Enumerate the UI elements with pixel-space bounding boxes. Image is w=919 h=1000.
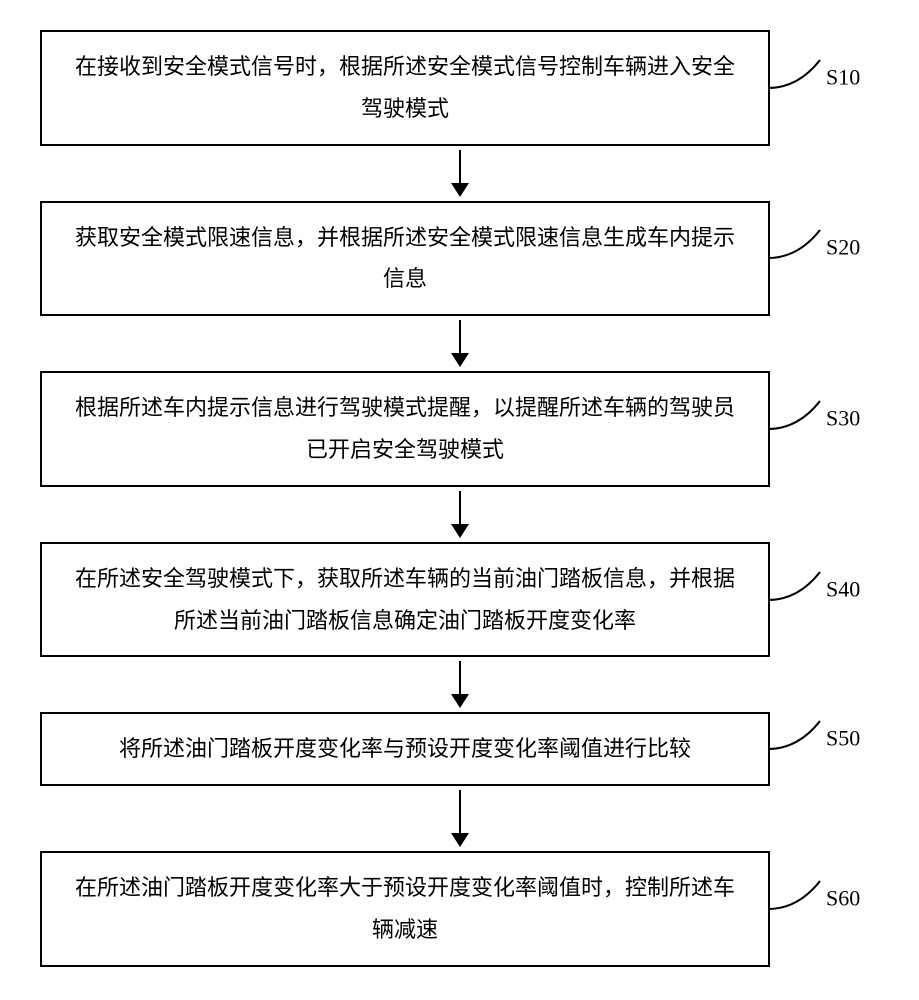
flow-step-box: 将所述油门踏板开度变化率与预设开度变化率阈值进行比较 <box>40 712 770 786</box>
arrow-head-icon <box>451 353 469 367</box>
step-label: S60 <box>826 886 860 912</box>
flow-step-row: 在所述油门踏板开度变化率大于预设开度变化率阈值时，控制所述车辆减速 S60 <box>40 851 879 967</box>
arrow-line <box>459 790 461 834</box>
flow-step-box: 获取安全模式限速信息，并根据所述安全模式限速信息生成车内提示信息 <box>40 201 770 317</box>
flowchart-container: 在接收到安全模式信号时，根据所述安全模式信号控制车辆进入安全驾驶模式 S10 获取安… <box>40 30 879 967</box>
arrow-line <box>459 150 461 184</box>
step-label: S10 <box>826 64 860 90</box>
flow-step-box: 在所述安全驾驶模式下，获取所述车辆的当前油门踏板信息，并根据所述当前油门踏板信息… <box>40 542 770 658</box>
flow-arrow <box>451 491 469 538</box>
flow-step-row: 在接收到安全模式信号时，根据所述安全模式信号控制车辆进入安全驾驶模式 S10 <box>40 30 879 146</box>
flow-step-box: 在所述油门踏板开度变化率大于预设开度变化率阈值时，控制所述车辆减速 <box>40 851 770 967</box>
flow-arrow <box>451 150 469 197</box>
flow-arrow <box>451 320 469 367</box>
arrow-line <box>459 491 461 525</box>
arrow-line <box>459 320 461 354</box>
flow-step-row: 根据所述车内提示信息进行驾驶模式提醒，以提醒所述车辆的驾驶员已开启安全驾驶模式 S… <box>40 371 879 487</box>
step-label: S40 <box>826 576 860 602</box>
connector-arc <box>768 566 828 600</box>
arrow-head-icon <box>451 183 469 197</box>
arrow-head-icon <box>451 524 469 538</box>
step-label: S30 <box>826 406 860 432</box>
arrow-line <box>459 661 461 695</box>
connector-arc <box>768 875 828 909</box>
flow-step-row: 获取安全模式限速信息，并根据所述安全模式限速信息生成车内提示信息 S20 <box>40 201 879 317</box>
flow-step-box: 在接收到安全模式信号时，根据所述安全模式信号控制车辆进入安全驾驶模式 <box>40 30 770 146</box>
arrow-head-icon <box>451 694 469 708</box>
flow-step-box: 根据所述车内提示信息进行驾驶模式提醒，以提醒所述车辆的驾驶员已开启安全驾驶模式 <box>40 371 770 487</box>
connector-arc <box>768 395 828 429</box>
flow-arrow <box>451 790 469 847</box>
connector-arc <box>768 715 828 749</box>
connector-arc <box>768 224 828 258</box>
step-label: S20 <box>826 235 860 261</box>
connector-arc <box>768 54 828 88</box>
flow-step-row: 在所述安全驾驶模式下，获取所述车辆的当前油门踏板信息，并根据所述当前油门踏板信息… <box>40 542 879 658</box>
arrow-head-icon <box>451 833 469 847</box>
flow-step-row: 将所述油门踏板开度变化率与预设开度变化率阈值进行比较 S50 <box>40 712 879 786</box>
step-label: S50 <box>826 726 860 752</box>
flow-arrow <box>451 661 469 708</box>
